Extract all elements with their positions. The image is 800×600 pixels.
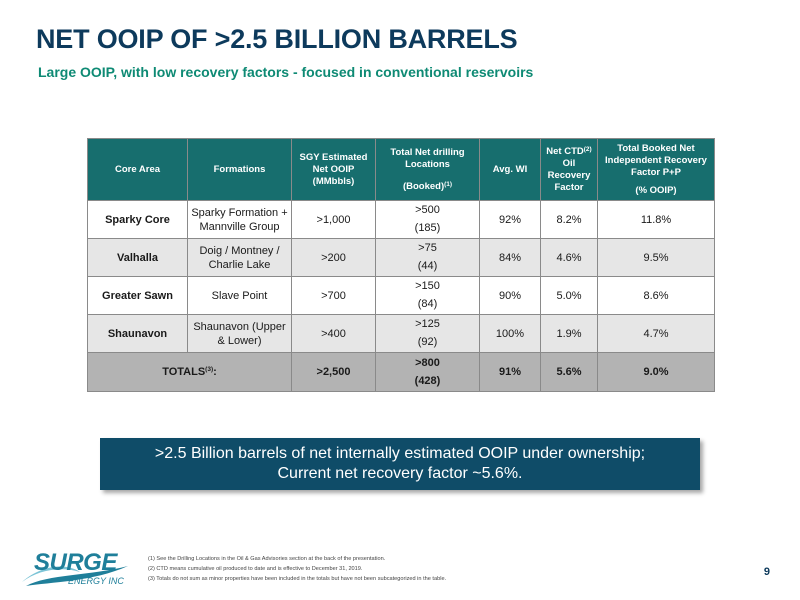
cell-drill-total: >500	[415, 204, 440, 216]
page-subtitle: Large OOIP, with low recovery factors - …	[38, 64, 534, 80]
table-row: Valhalla Doig / Montney / Charlie Lake >…	[87, 238, 715, 277]
page-number: 9	[763, 566, 770, 578]
cell-drill-booked: (44)	[417, 260, 438, 272]
cell-total-drilling: >800 (428)	[375, 352, 480, 392]
cell-ctd: 1.9%	[540, 314, 598, 353]
cell-ctd: 8.2%	[540, 200, 598, 239]
surge-logo-swoosh-icon	[22, 566, 128, 586]
footnote-ref-2: (2)	[583, 145, 592, 153]
cell-wi: 90%	[479, 276, 541, 315]
logo-wordmark: SURGE	[34, 549, 117, 576]
logo-subtext: ENERGY INC	[68, 576, 124, 586]
cell-total-drill-total: >800	[415, 356, 440, 369]
callout-line-1: >2.5 Billion barrels of net internally e…	[154, 445, 646, 462]
cell-total-ooip: >2,500	[291, 352, 376, 392]
cell-ooip: >200	[291, 238, 376, 277]
cell-rf: 11.8%	[597, 200, 715, 239]
core-area-table: Core Area Formations SGY Estimated Net O…	[87, 138, 715, 392]
cell-total-ctd: 5.6%	[540, 352, 598, 392]
cell-rf: 9.5%	[597, 238, 715, 277]
header-recovery-factor: Total Booked Net Independent Recovery Fa…	[597, 138, 715, 201]
cell-total-wi: 91%	[479, 352, 541, 392]
header-formations: Formations	[187, 138, 292, 201]
totals-row: TOTALS(3): >2,500 >800 (428) 91% 5.6% 9.…	[87, 352, 715, 392]
cell-area: Greater Sawn	[87, 276, 188, 315]
cell-area: Sparky Core	[87, 200, 188, 239]
cell-ctd: 5.0%	[540, 276, 598, 315]
table-row: Sparky Core Sparky Formation + Mannville…	[87, 200, 715, 239]
footnotes: (1) See the Drilling Locations in the Oi…	[148, 554, 446, 584]
totals-label: TOTALS	[162, 366, 206, 378]
cell-rf: 8.6%	[597, 276, 715, 315]
table-header-row: Core Area Formations SGY Estimated Net O…	[87, 138, 715, 201]
cell-ctd: 4.6%	[540, 238, 598, 277]
cell-drilling: >500 (185)	[375, 200, 480, 239]
cell-area: Valhalla	[87, 238, 188, 277]
header-ctd-prefix: Net CTD	[546, 145, 584, 157]
table-row: Greater Sawn Slave Point >700 >150 (84) …	[87, 276, 715, 315]
header-ctd-rest: Oil Recovery Factor	[547, 157, 591, 193]
cell-area: Shaunavon	[87, 314, 188, 353]
cell-totals-label: TOTALS(3):	[87, 352, 292, 392]
cell-formations: Sparky Formation + Mannville Group	[187, 200, 292, 239]
footnote-ref-1: (1)	[444, 180, 453, 188]
header-rf-unit: (% OOIP)	[635, 184, 677, 196]
cell-ooip: >400	[291, 314, 376, 353]
cell-drilling: >75 (44)	[375, 238, 480, 277]
header-rf-label: Total Booked Net Independent Recovery Fa…	[605, 142, 707, 178]
cell-ooip: >1,000	[291, 200, 376, 239]
cell-drill-booked: (84)	[417, 298, 438, 310]
cell-drill-total: >150	[415, 280, 440, 292]
header-drilling-label: Total Net drilling Locations	[390, 146, 465, 170]
cell-total-rf: 9.0%	[597, 352, 715, 392]
page-title: NET OOIP OF >2.5 BILLION BARRELS	[36, 24, 518, 54]
cell-rf: 4.7%	[597, 314, 715, 353]
cell-formations: Doig / Montney / Charlie Lake	[187, 238, 292, 277]
cell-drilling: >150 (84)	[375, 276, 480, 315]
cell-drill-total: >75	[418, 242, 437, 254]
footnote-1: (1) See the Drilling Locations in the Oi…	[148, 556, 386, 562]
cell-formations: Slave Point	[187, 276, 292, 315]
header-core-area: Core Area	[87, 138, 188, 201]
cell-wi: 100%	[479, 314, 541, 353]
totals-colon: :	[213, 366, 217, 378]
cell-formations: Shaunavon (Upper & Lower)	[187, 314, 292, 353]
header-avg-wi: Avg. WI	[479, 138, 541, 201]
header-ooip: SGY Estimated Net OOIP (MMbbls)	[291, 138, 376, 201]
header-drilling-booked-label: (Booked)	[402, 180, 445, 192]
cell-drilling: >125 (92)	[375, 314, 480, 353]
cell-drill-total: >125	[415, 318, 440, 330]
cell-total-drill-booked: (428)	[414, 374, 441, 387]
footnote-2: (2) CTD means cumulative oil produced to…	[148, 566, 363, 572]
cell-wi: 92%	[479, 200, 541, 239]
header-drilling-locations: Total Net drilling Locations (Booked)(1)	[375, 138, 480, 201]
key-message-callout: >2.5 Billion barrels of net internally e…	[100, 438, 700, 490]
table-row: Shaunavon Shaunavon (Upper & Lower) >400…	[87, 314, 715, 353]
callout-line-2: Current net recovery factor ~5.6%.	[277, 465, 523, 482]
cell-ooip: >700	[291, 276, 376, 315]
header-drilling-booked: (Booked)(1)	[379, 181, 476, 193]
header-net-ctd: Net CTD(2) Oil Recovery Factor	[540, 138, 598, 201]
cell-drill-booked: (185)	[414, 222, 441, 234]
footnote-3: (3) Totals do not sum as minor propertie…	[148, 576, 447, 582]
cell-wi: 84%	[479, 238, 541, 277]
footnote-ref-3: (3)	[205, 366, 214, 373]
cell-drill-booked: (92)	[417, 336, 438, 348]
